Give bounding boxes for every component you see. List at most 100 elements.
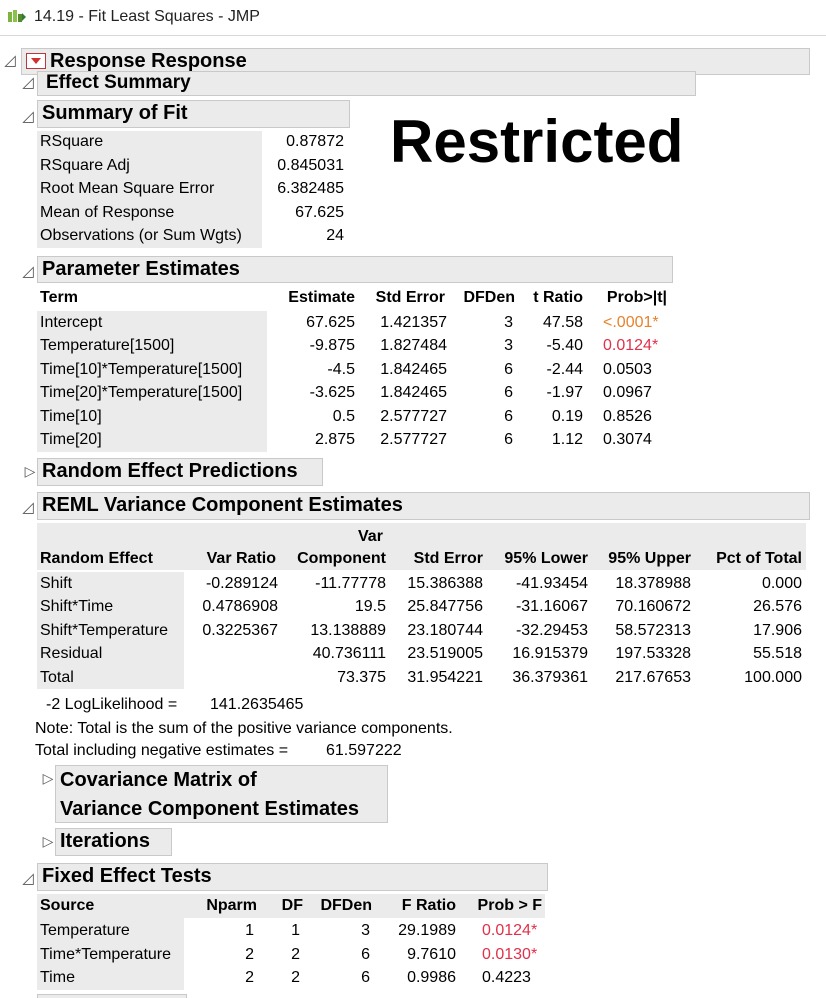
reml-column-header: Std Error	[413, 550, 483, 567]
jmp-app-icon	[8, 10, 26, 22]
pe-value: 6	[504, 431, 513, 448]
reml-value: 13.138889	[310, 622, 386, 639]
pe-value: 2.577727	[380, 408, 447, 425]
pe-term: Time[10]*Temperature[1500]	[40, 361, 243, 378]
disclosure-open-icon[interactable]: ◿	[22, 870, 34, 887]
pe-value: -1.97	[546, 384, 583, 401]
window-title-bar: 14.19 - Fit Least Squares - JMP	[0, 0, 826, 36]
disclosure-closed-icon[interactable]: ▷	[42, 833, 54, 849]
fet-value: 9.7610	[407, 946, 456, 963]
pe-column-header: Estimate	[288, 289, 355, 306]
report-title: Response Response	[50, 50, 247, 72]
effect-summary-header[interactable]: Effect Summary	[37, 71, 696, 96]
fet-column-header: F Ratio	[401, 897, 456, 914]
fit-stat-label: Mean of Response	[40, 204, 175, 221]
reml-value: 217.67653	[615, 669, 691, 686]
reml-effect-column	[37, 572, 184, 689]
pe-value: 0.19	[551, 408, 583, 425]
summary-of-fit-header[interactable]: Summary of Fit	[37, 100, 350, 128]
pe-value: 3	[504, 314, 513, 331]
pe-value: 6	[504, 361, 513, 378]
reml-value: -32.29453	[515, 622, 588, 639]
fet-source: Time	[40, 969, 75, 986]
fet-value: 6	[361, 969, 370, 986]
pe-value: 2.875	[314, 431, 355, 448]
window-title: 14.19 - Fit Least Squares - JMP	[34, 8, 260, 25]
disclosure-open-icon[interactable]: ◿	[4, 52, 16, 69]
disclosure-closed-icon[interactable]: ▷	[24, 463, 36, 479]
pe-value: 6	[504, 408, 513, 425]
fet-column-header: DFDen	[320, 897, 372, 914]
pe-column-header: Prob>|t|	[606, 289, 667, 306]
reml-value: 70.160672	[615, 598, 691, 615]
reml-value: 16.915379	[512, 645, 588, 662]
negative-estimates-label: Total including negative estimates =	[35, 742, 289, 759]
reml-value: 73.375	[337, 669, 386, 686]
pe-column-header: t Ratio	[533, 289, 583, 306]
disclosure-closed-icon[interactable]: ▷	[42, 770, 54, 786]
covariance-title-line2: Variance Component Estimates	[60, 798, 359, 820]
fet-value: 2	[291, 946, 300, 963]
fet-column-header: Nparm	[206, 897, 257, 914]
disclosure-open-icon[interactable]: ◿	[22, 74, 34, 91]
disclosure-open-icon[interactable]: ◿	[22, 263, 34, 280]
parameter-estimates-title: Parameter Estimates	[42, 258, 240, 280]
fet-prob-value: 0.4223	[482, 969, 531, 986]
covariance-matrix-header[interactable]: Covariance Matrix of Variance Component …	[55, 765, 388, 823]
reml-value: 0.3225367	[202, 622, 278, 639]
reml-value: 0.000	[761, 575, 802, 592]
pe-value: 1.12	[551, 431, 583, 448]
next-outline-header-edge	[37, 994, 187, 998]
fit-stat-value: 0.845031	[277, 157, 344, 174]
pe-term: Time[20]	[40, 431, 102, 448]
reml-value: -11.77778	[315, 575, 386, 592]
pe-value: 47.58	[542, 314, 583, 331]
summary-of-fit-title: Summary of Fit	[42, 102, 188, 124]
pe-value: 1.827484	[380, 337, 447, 354]
pe-value: -4.5	[327, 361, 355, 378]
pe-value: 1.421357	[380, 314, 447, 331]
pe-value: -2.44	[546, 361, 583, 378]
reml-column-header: Var Ratio	[206, 550, 276, 567]
fixed-effect-source-column	[37, 918, 184, 990]
fet-value: 0.9986	[407, 969, 456, 986]
pe-prob-value: <.0001*	[603, 314, 659, 331]
reml-column-header-bottom: Component	[297, 550, 386, 567]
fet-value: 2	[245, 969, 254, 986]
covariance-title-line1: Covariance Matrix of	[60, 769, 257, 791]
fet-prob-value: 0.0124*	[482, 922, 538, 939]
reml-value: 23.180744	[407, 622, 483, 639]
disclosure-open-icon[interactable]: ◿	[22, 499, 34, 516]
reml-effect-name: Residual	[40, 645, 103, 662]
pe-value: -9.875	[309, 337, 355, 354]
reml-column-header: 95% Upper	[608, 550, 691, 567]
reml-value: -31.16067	[515, 598, 588, 615]
reml-column-header: Pct of Total	[716, 550, 802, 567]
fet-value: 2	[291, 969, 300, 986]
random-effect-predictions-header[interactable]: Random Effect Predictions	[37, 458, 323, 486]
pe-prob-value: 0.0967	[603, 384, 652, 401]
summary-of-fit-label-column	[37, 131, 262, 248]
pe-value: -3.625	[309, 384, 355, 401]
reml-column-header: Random Effect	[40, 550, 153, 567]
red-triangle-icon	[31, 58, 41, 64]
fet-prob-value: 0.0130*	[482, 946, 538, 963]
reml-effect-name: Shift	[40, 575, 73, 592]
fixed-effect-tests-header[interactable]: Fixed Effect Tests	[37, 863, 548, 891]
pe-value: 2.577727	[380, 431, 447, 448]
iterations-header[interactable]: Iterations	[55, 828, 172, 856]
parameter-estimates-header[interactable]: Parameter Estimates	[37, 256, 673, 283]
fit-stat-label: RSquare Adj	[40, 157, 130, 174]
fet-value: 6	[361, 946, 370, 963]
reml-value: 36.379361	[512, 669, 588, 686]
pe-term: Time[20]*Temperature[1500]	[40, 384, 243, 401]
reml-value: 58.572313	[615, 622, 691, 639]
red-menu-icon[interactable]	[26, 53, 46, 69]
pe-column-header: Term	[40, 289, 78, 306]
pe-column-header: Std Error	[375, 289, 445, 306]
disclosure-open-icon[interactable]: ◿	[22, 108, 34, 125]
reml-header[interactable]: REML Variance Component Estimates	[37, 492, 810, 520]
fixed-effect-tests-title: Fixed Effect Tests	[42, 865, 212, 887]
pe-value: 1.842465	[380, 384, 447, 401]
effect-summary-title: Effect Summary	[46, 72, 191, 93]
